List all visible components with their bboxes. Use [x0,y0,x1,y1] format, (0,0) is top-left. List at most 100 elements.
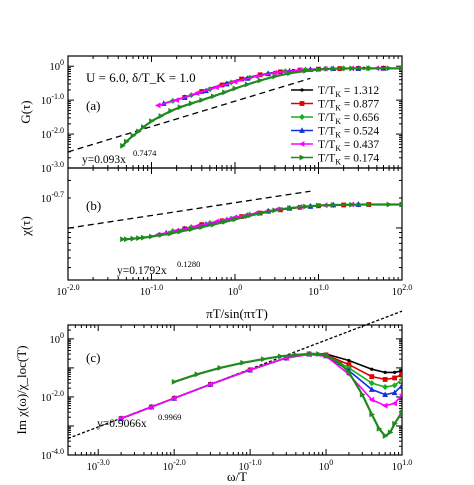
data-point [158,232,165,238]
panel-c-frame [67,324,403,456]
x-tick-label: 100 [319,458,334,473]
x-tick-label: 10-3.0 [87,458,110,473]
power-law-fit-line [67,310,403,440]
data-point [222,218,228,225]
data-point [391,400,398,407]
data-point [346,362,352,367]
data-point [213,84,219,91]
legend-label: T/TK = 0.524 [318,126,379,140]
data-point [359,391,366,398]
data-point [368,396,375,403]
legend-label: T/TK = 0.437 [318,139,379,153]
data-point [141,124,147,131]
x-tick-label: 102.0 [392,283,413,298]
data-point [130,132,137,139]
data-point [154,102,161,109]
panel-b-fit-label: y=0.1792x [117,265,167,277]
legend-marker [300,88,304,92]
data-point [217,364,224,371]
panel-a-title: U = 6.0, δ/T_K = 1.0 [86,70,196,85]
data-point [393,370,397,374]
data-point [383,370,387,374]
data-point [149,118,155,125]
data-point [287,205,293,212]
panel-a-label: (a) [86,98,100,113]
data-point [349,201,355,208]
x-tick-label: 100 [228,283,243,298]
panel-c-xlabel: ω/T [227,469,247,484]
panel-c: 10-4.0 10-2.0 100 10-3.0 10-2.0 10-1.0 100 101.… [14,310,413,484]
data-point [306,351,313,357]
data-point [369,411,375,418]
panel-a-fit-label: y=0.093x [82,154,126,166]
panel-b-fit-exponent: 0.1280 [177,259,200,269]
data-point [370,367,374,371]
data-point [387,429,394,436]
y-tick-label: 10-1.0 [41,92,64,107]
panel-b-plot: 10-0.7 10-2.0 10-1.0 100 101.0 102.0 [41,167,413,298]
data-point [399,382,402,388]
data-point [376,425,383,432]
data-point [158,113,165,119]
y-tick-label: 100 [50,58,65,73]
data-point [337,359,343,366]
panel-b-xlabel: πT/sin(πτT) [206,306,268,321]
legend-marker [298,141,305,147]
panel-c-fit-label: y=0.9066x [97,418,147,430]
legend-label: T/TK = 0.174 [318,153,379,167]
data-point [120,142,126,149]
data-point [136,128,142,135]
panel-a-fit-exponent: 0.7474 [133,148,157,158]
data-point [177,228,184,235]
data-point [244,213,251,220]
data-point [381,402,388,409]
data-point [366,201,372,208]
data-point [177,104,184,111]
data-point [368,380,375,387]
data-point [303,203,309,210]
data-point [257,210,264,217]
data-point [346,369,353,376]
x-tick-label: 101.0 [308,283,329,298]
y-tick-label: 100 [50,331,65,346]
data-point [136,235,142,242]
data-point [369,374,375,380]
data-point [272,73,279,80]
data-point [386,65,393,72]
panel-b-ylabel: χ(τ) [18,216,33,237]
legend-marker [299,101,305,106]
data-point [382,391,389,398]
data-point [368,386,375,392]
data-point [399,376,402,383]
data-point [123,236,130,243]
data-point [188,226,195,233]
data-point [168,108,174,114]
series-line [122,203,402,241]
data-point [391,382,398,389]
legend-marker [299,114,305,120]
data-point [173,97,180,104]
panel-c-plot: 10-4.0 10-2.0 100 10-3.0 10-2.0 10-1.0 100 101.… [41,310,413,473]
data-point [316,66,322,73]
data-point [366,65,372,72]
data-point [330,202,337,208]
data-point [316,351,322,357]
y-tick-label: 10-2.0 [41,389,64,404]
data-point [168,230,174,237]
x-tick-label: 101.0 [392,458,413,473]
data-point [392,420,398,427]
x-tick-label: 10-1.0 [140,283,163,298]
panel-a-ylabel: G(τ) [18,100,33,123]
data-point [287,70,293,77]
data-point [231,78,238,85]
panel-c-label: (c) [86,350,100,365]
data-point [399,201,402,208]
data-point [130,235,137,242]
legend-marker [299,127,305,133]
data-point [193,90,200,97]
series-group [117,350,402,439]
data-point [400,369,402,373]
panel-b-label: (b) [86,198,101,213]
x-tick-label: 10-1.0 [239,458,262,473]
panel-c-ylabel: Im χ(ω)/χ_loc(T) [14,345,29,434]
